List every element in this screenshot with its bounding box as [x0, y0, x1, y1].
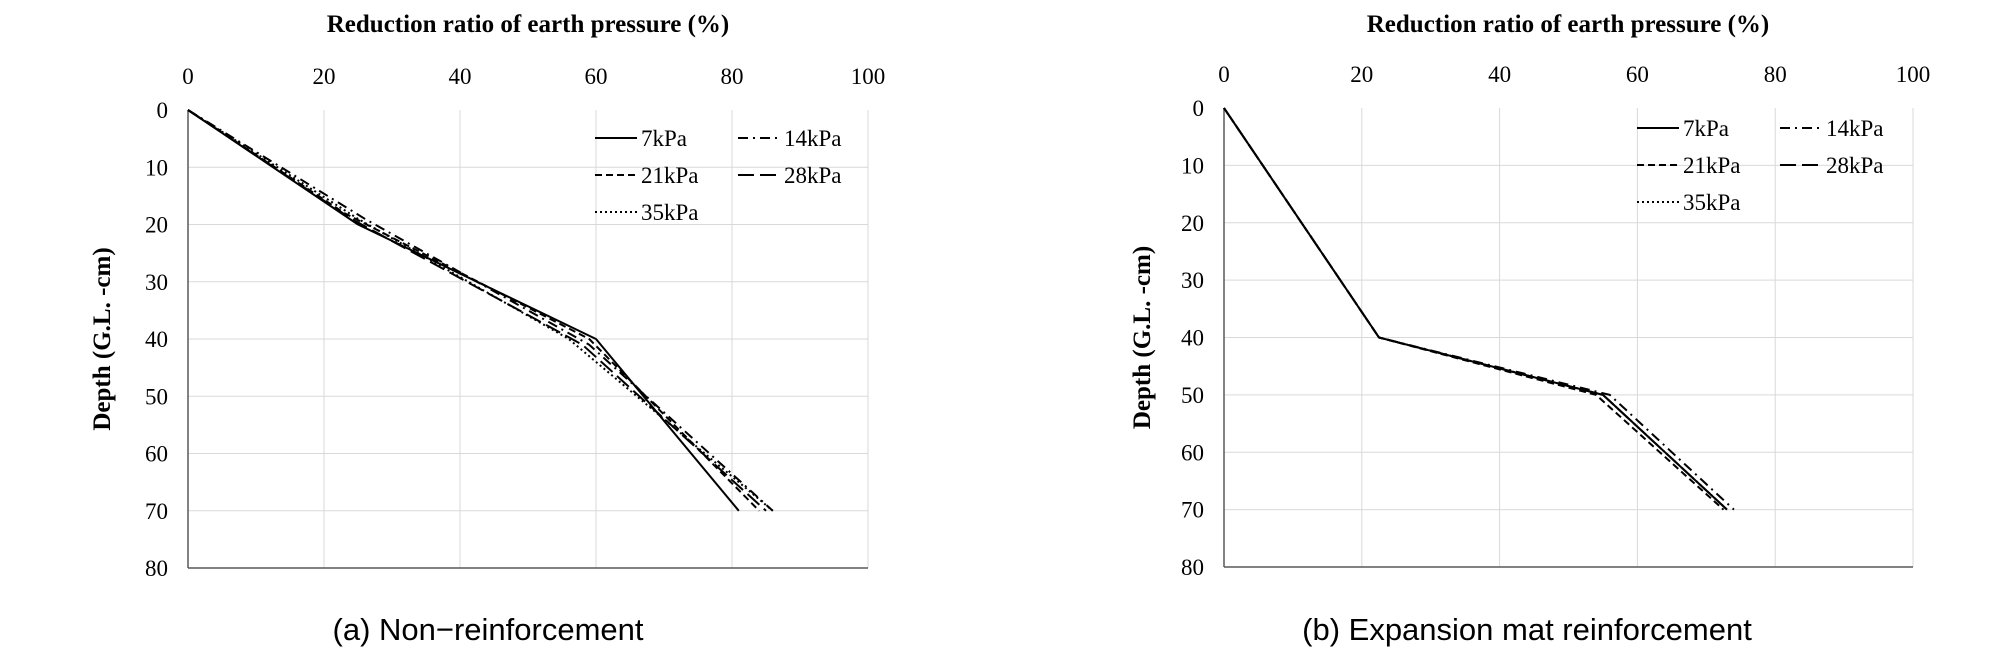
legend-label: 21kPa	[1683, 153, 1741, 178]
x-tick-label: 60	[1626, 62, 1649, 87]
y-tick-label: 40	[1181, 326, 1204, 351]
y-tick-label: 30	[145, 270, 168, 295]
x-tick-label: 40	[1488, 62, 1511, 87]
x-tick-label: 0	[182, 64, 194, 89]
series-line-28kPa	[1223, 107, 1728, 511]
x-axis-title: Reduction ratio of earth pressure (%)	[327, 11, 730, 38]
panel-caption: (b) Expansion mat reinforcement	[1302, 612, 1752, 647]
series-line-21kPa	[1223, 107, 1725, 511]
x-tick-label: 100	[851, 64, 886, 89]
legend-label: 14kPa	[1826, 116, 1884, 141]
legend-label: 28kPa	[1826, 153, 1884, 178]
y-tick-label: 30	[1181, 268, 1204, 293]
y-tick-label: 60	[1181, 440, 1204, 465]
legend-label: 7kPa	[641, 126, 687, 151]
legend-label: 21kPa	[641, 163, 699, 188]
x-tick-label: 100	[1896, 62, 1931, 87]
y-tick-label: 60	[145, 442, 168, 467]
x-tick-label: 0	[1218, 62, 1230, 87]
legend-label: 35kPa	[1683, 190, 1741, 215]
legend-label: 28kPa	[784, 163, 842, 188]
series-line-7kPa	[1223, 107, 1728, 511]
legend-label: 35kPa	[641, 200, 699, 225]
x-tick-label: 80	[721, 64, 744, 89]
y-tick-label: 80	[1181, 555, 1204, 580]
y-tick-label: 70	[145, 499, 168, 524]
series-line-35kPa	[1223, 107, 1728, 511]
y-tick-label: 20	[1181, 211, 1204, 236]
y-tick-label: 70	[1181, 498, 1204, 523]
y-tick-label: 50	[1181, 383, 1204, 408]
y-tick-label: 80	[145, 556, 168, 581]
x-axis-title: Reduction ratio of earth pressure (%)	[1367, 11, 1770, 38]
y-tick-label: 10	[1181, 153, 1204, 178]
legend: 7kPa 14kPa 21kPa 28kPa 35kPa	[1637, 116, 1884, 215]
y-axis-title: Depth (G.L. -cm)	[89, 247, 116, 430]
x-tick-label: 20	[1350, 62, 1373, 87]
y-tick-label: 20	[145, 213, 168, 238]
panel-caption: (a) Non−reinforcement	[333, 612, 644, 647]
y-tick-label: 0	[1193, 96, 1205, 121]
y-tick-label: 40	[145, 327, 168, 352]
x-tick-label: 40	[449, 64, 472, 89]
x-tick-label: 20	[313, 64, 336, 89]
legend-label: 7kPa	[1683, 116, 1729, 141]
y-tick-label: 50	[145, 384, 168, 409]
y-axis-title: Depth (G.L. -cm)	[1129, 246, 1156, 429]
panel-a: 0 20 40 60 80 100 0 10 20 30 40 50 60 70 80 Reduction r…	[89, 11, 885, 647]
x-tick-label: 60	[585, 64, 608, 89]
series-line-35kPa	[187, 109, 774, 512]
legend: 7kPa 14kPa 21kPa 28kPa 35kPa	[595, 126, 842, 225]
y-tick-label: 10	[145, 155, 168, 180]
legend-label: 14kPa	[784, 126, 842, 151]
x-tick-label: 80	[1764, 62, 1787, 87]
y-tick-label: 0	[157, 98, 169, 123]
series-line-28kPa	[187, 109, 767, 512]
panel-b: 0 20 40 60 80 100 0 10 20 30 40 50 60 70 80 Reduction r…	[1129, 11, 1930, 647]
